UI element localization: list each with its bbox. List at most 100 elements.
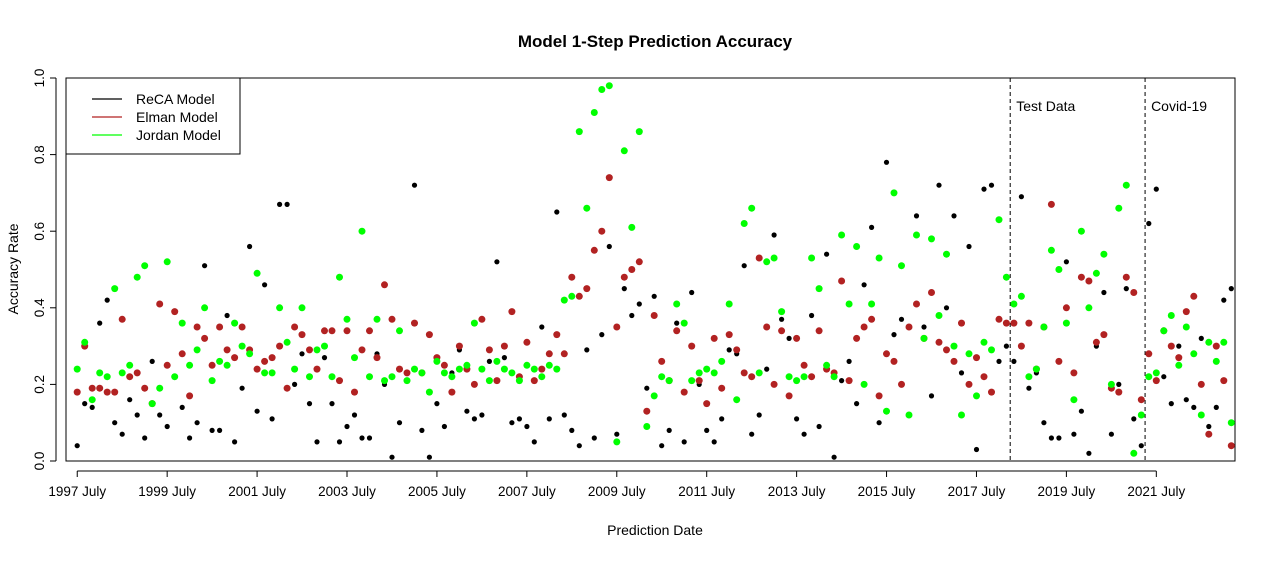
data-point [725, 300, 733, 308]
data-point [148, 400, 156, 408]
data-point [96, 369, 104, 377]
data-point [943, 250, 950, 258]
data-point [171, 308, 179, 316]
data-point [1063, 259, 1069, 265]
data-point [186, 392, 194, 400]
data-point [530, 365, 538, 373]
data-point [411, 365, 418, 373]
data-point [605, 82, 613, 90]
data-point [1100, 250, 1108, 258]
data-point [560, 350, 568, 358]
data-point [1175, 354, 1183, 362]
data-point [470, 380, 478, 388]
data-point [239, 385, 245, 391]
data-point [1167, 312, 1175, 319]
data-point [448, 373, 456, 381]
data-point [1161, 374, 1167, 380]
data-point [726, 347, 732, 353]
data-point [1017, 342, 1025, 350]
data-point [157, 412, 163, 418]
data-point [1056, 435, 1062, 441]
data-point [118, 369, 126, 377]
data-point [276, 342, 284, 350]
data-point [149, 358, 155, 364]
data-point [568, 273, 576, 281]
y-tick-label: 1.0 [32, 69, 47, 88]
data-point [208, 361, 216, 369]
data-point [800, 373, 808, 381]
x-tick-label: 1997 July [48, 484, 106, 499]
data-point [500, 342, 508, 350]
data-point [336, 377, 343, 385]
data-point [156, 300, 164, 308]
data-point [231, 354, 239, 362]
data-point [733, 346, 741, 354]
data-point [217, 427, 223, 433]
data-point [179, 404, 185, 410]
x-tick-label: 2021 July [1127, 484, 1185, 499]
data-point [1086, 450, 1092, 456]
data-point [126, 373, 134, 381]
data-point [966, 243, 972, 250]
data-point [674, 320, 680, 326]
data-point [711, 439, 717, 445]
data-point [598, 86, 606, 93]
data-point [96, 384, 104, 392]
data-point [133, 369, 141, 377]
annotation-label: Test Data [1016, 98, 1075, 114]
data-point [344, 423, 350, 430]
x-tick-label: 2009 July [588, 484, 646, 499]
data-point [156, 384, 164, 392]
data-point [860, 323, 868, 331]
data-point [644, 385, 650, 391]
data-point [306, 401, 313, 407]
data-point [598, 227, 606, 235]
data-point [538, 365, 546, 373]
data-point [1122, 181, 1130, 189]
annotation-lines: Test Data Covid-19 [1009, 78, 1207, 461]
data-point [141, 262, 149, 270]
data-point [464, 408, 470, 414]
data-point [831, 454, 837, 460]
data-point [411, 319, 418, 327]
y-tick-label: 0.4 [32, 298, 47, 317]
data-point [163, 258, 171, 266]
data-point [891, 332, 897, 338]
data-point [284, 201, 290, 207]
data-point [688, 342, 696, 350]
data-point [74, 443, 80, 449]
data-point [426, 454, 432, 460]
data-point [208, 377, 216, 385]
data-point [1025, 319, 1033, 327]
data-point [1167, 342, 1175, 350]
data-point [501, 355, 507, 361]
data-point [396, 420, 403, 426]
data-point [366, 327, 373, 335]
data-point [815, 327, 823, 335]
data-point [1138, 443, 1144, 449]
data-point [142, 435, 148, 441]
data-point [905, 323, 913, 331]
data-point [88, 384, 96, 392]
data-point [845, 300, 853, 308]
data-point [973, 354, 980, 362]
data-point [1077, 273, 1085, 281]
data-point [943, 305, 950, 311]
data-point [950, 357, 958, 365]
data-point [1047, 246, 1055, 254]
data-point [1062, 319, 1070, 327]
data-point [103, 373, 111, 381]
data-point [973, 392, 980, 400]
data-point [396, 365, 403, 373]
data-point [688, 377, 696, 385]
data-point [1146, 220, 1152, 227]
data-point [898, 316, 905, 322]
data-point [1227, 419, 1235, 427]
data-point [1205, 338, 1213, 346]
data-point [1198, 335, 1204, 341]
data-point [1220, 377, 1228, 385]
data-point [328, 327, 336, 335]
data-point [809, 312, 815, 319]
data-point [808, 254, 816, 262]
data-point [1108, 431, 1114, 437]
